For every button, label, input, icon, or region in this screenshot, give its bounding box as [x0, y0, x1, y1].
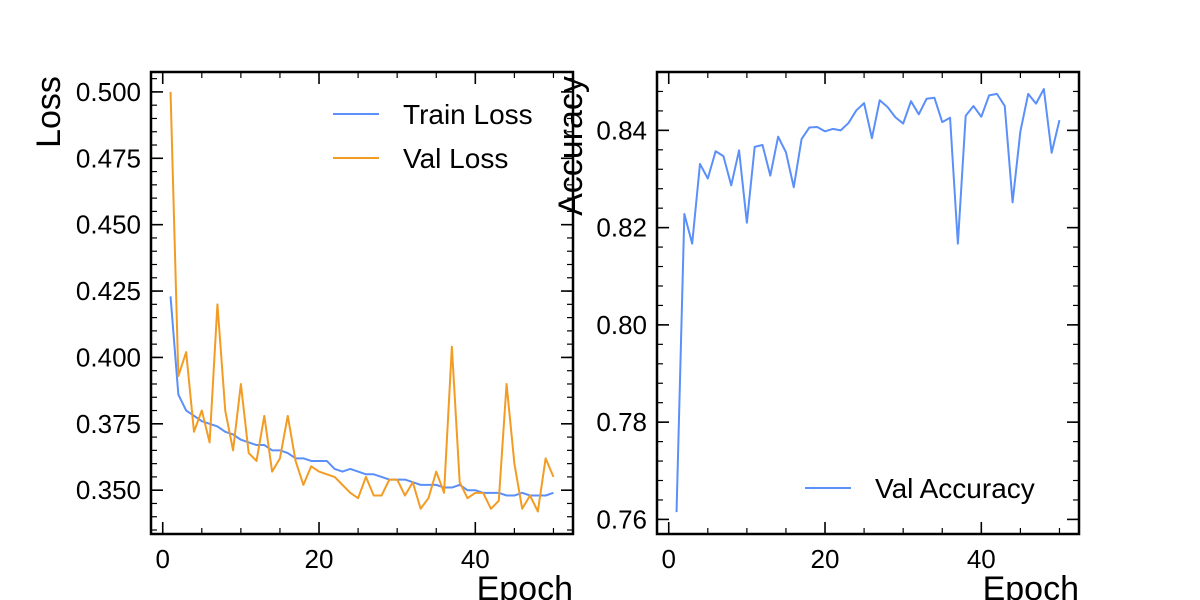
y-axis-title: Loss	[30, 76, 68, 148]
legend-label: Val Loss	[403, 143, 508, 174]
x-tick-label: 40	[967, 544, 996, 574]
x-tick-label: 0	[155, 544, 169, 574]
y-tick-label: 0.76	[596, 504, 647, 534]
plot-frame	[655, 70, 1081, 536]
x-tick-label: 20	[305, 544, 334, 574]
y-tick-label: 0.500	[76, 77, 141, 107]
y-tick-label: 0.450	[76, 210, 141, 240]
y-tick-label: 0.375	[76, 409, 141, 439]
y-tick-label: 0.80	[596, 310, 647, 340]
legend-label: Val Accuracy	[875, 473, 1035, 504]
y-tick-label: 0.84	[596, 115, 647, 145]
chart-panel-1: 0 20 40 0.350 0.375 0.400 0.425 0.450 0.475 0.500…	[30, 70, 575, 600]
x-tick-label: 40	[461, 544, 490, 574]
series-line-train-loss	[169, 296, 554, 497]
y-tick-label: 0.400	[76, 342, 141, 372]
series-line-val-loss	[169, 91, 555, 513]
y-tick-label: 0.350	[76, 475, 141, 505]
y-tick-label: 0.82	[596, 213, 647, 243]
y-tick-label: 0.78	[596, 407, 647, 437]
x-axis-title: Epoch	[983, 570, 1079, 600]
chart-panel-2: 0 20 40 0.76 0.78 0.80 0.82 0.84 Val Accuracy Acc…	[552, 70, 1081, 600]
plot-frame	[149, 70, 575, 536]
x-axis-title: Epoch	[477, 570, 573, 600]
y-axis-title: Accuracy	[552, 76, 590, 216]
legend-label: Train Loss	[403, 99, 533, 130]
y-tick-label: 0.475	[76, 143, 141, 173]
y-tick-label: 0.425	[76, 276, 141, 306]
x-tick-label: 0	[661, 544, 675, 574]
series-line-val-accuracy	[675, 88, 1061, 513]
x-tick-label: 20	[811, 544, 840, 574]
